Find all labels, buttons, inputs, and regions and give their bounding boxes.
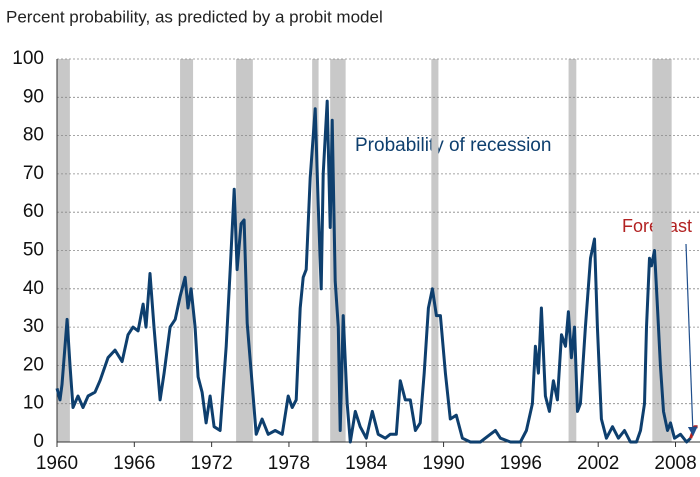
y-tick-label: 10 — [23, 393, 44, 414]
x-tick-label: 1972 — [190, 453, 232, 474]
y-tick-label: 100 — [12, 48, 44, 69]
series-line — [55, 99, 692, 444]
y-tick-label: 70 — [23, 163, 44, 184]
x-tick-label: 1966 — [113, 453, 155, 474]
recession-band — [57, 59, 70, 442]
y-tick-label: 50 — [23, 240, 44, 261]
chart-title: Percent probability, as predicted by a p… — [6, 7, 383, 26]
recession-band — [312, 59, 319, 442]
x-tick-label: 1984 — [345, 453, 388, 474]
y-tick-label: 60 — [23, 201, 44, 222]
x-tick-label: 2002 — [577, 453, 619, 474]
y-tick-label: 20 — [23, 354, 44, 375]
x-tick-label: 1978 — [268, 453, 310, 474]
x-tick-label: 1996 — [500, 453, 542, 474]
annotation: Probability of recession — [355, 135, 551, 156]
x-tick-label: 1960 — [36, 453, 78, 474]
y-tick-label: 40 — [23, 278, 44, 299]
annotation-arrow — [685, 243, 698, 437]
y-tick-label: 0 — [33, 431, 44, 452]
series-line — [689, 425, 698, 439]
y-tick-label: 80 — [23, 125, 44, 146]
y-tick-label: 90 — [23, 86, 44, 107]
y-tick-label: 30 — [23, 316, 44, 337]
x-tick-label: 2008 — [654, 453, 696, 474]
recession-band — [568, 59, 577, 442]
x-tick-label: 1990 — [422, 453, 464, 474]
